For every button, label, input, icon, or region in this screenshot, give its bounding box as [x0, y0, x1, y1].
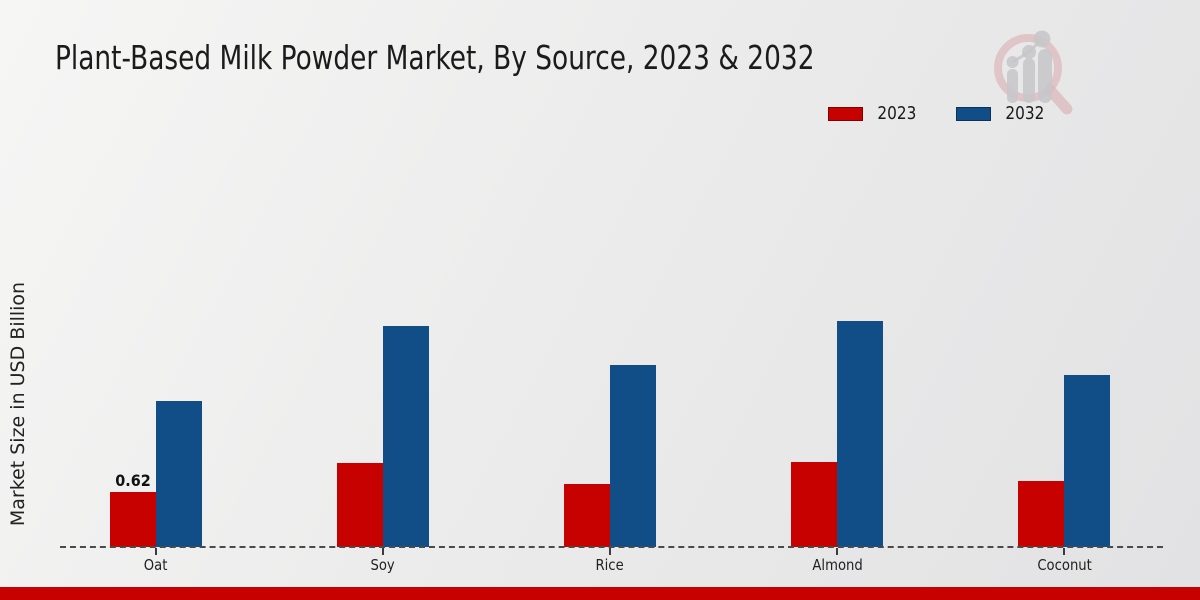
category-label-oat: Oat	[143, 556, 168, 574]
bar-value-label: 0.62	[114, 471, 151, 490]
bar-2023-rice	[563, 484, 610, 547]
plot-area: 0.62 Oat Soy Rice Almond Coconut	[42, 299, 1178, 574]
legend-item-2023: 2023	[828, 103, 920, 124]
magnifier-bar-chart-logo-icon	[994, 30, 1073, 115]
bar-2023-almond	[791, 462, 838, 547]
category-label-rice: Rice	[595, 556, 625, 574]
legend: 2023 2032	[828, 103, 1048, 124]
category-label-soy: Soy	[370, 556, 395, 574]
bar-2032-rice	[609, 365, 656, 547]
chart-title: Plant-Based Milk Powder Market, By Sourc…	[55, 38, 815, 77]
x-axis-tick	[154, 548, 157, 555]
legend-swatch-2032	[956, 106, 992, 121]
bar-2032-soy	[382, 326, 429, 547]
category-label-coconut: Coconut	[1037, 556, 1092, 574]
bar-group-coconut: Coconut	[951, 299, 1178, 574]
bar-2023-coconut	[1018, 481, 1065, 547]
legend-swatch-2023	[828, 106, 864, 121]
y-axis-label: Market Size in USD Billion	[7, 281, 29, 527]
bar-pair	[269, 326, 496, 547]
bar-group-oat: 0.62 Oat	[42, 299, 269, 574]
bar-pair	[496, 365, 723, 547]
legend-label: 2032	[1005, 103, 1045, 124]
legend-label: 2023	[877, 103, 917, 124]
x-axis-tick	[836, 548, 839, 555]
x-axis-tick	[1063, 548, 1066, 555]
x-axis-line	[60, 546, 1163, 548]
footer-accent-bar	[0, 587, 1200, 600]
legend-item-2032: 2032	[956, 103, 1048, 124]
bar-2032-oat	[155, 401, 202, 547]
bar-2023-oat: 0.62	[109, 471, 156, 547]
bar-pair: 0.62	[42, 401, 269, 547]
x-axis-tick	[608, 548, 611, 555]
bar-pair	[724, 321, 951, 547]
bar-2023-soy	[336, 463, 383, 547]
bar-group-almond: Almond	[724, 299, 951, 574]
x-axis-tick	[381, 548, 384, 555]
bar-2032-almond	[837, 321, 884, 547]
category-label-almond: Almond	[811, 556, 863, 574]
bar-2032-coconut	[1064, 375, 1111, 547]
bar-group-rice: Rice	[496, 299, 723, 574]
bar-pair	[951, 375, 1178, 547]
bar-group-soy: Soy	[269, 299, 496, 574]
